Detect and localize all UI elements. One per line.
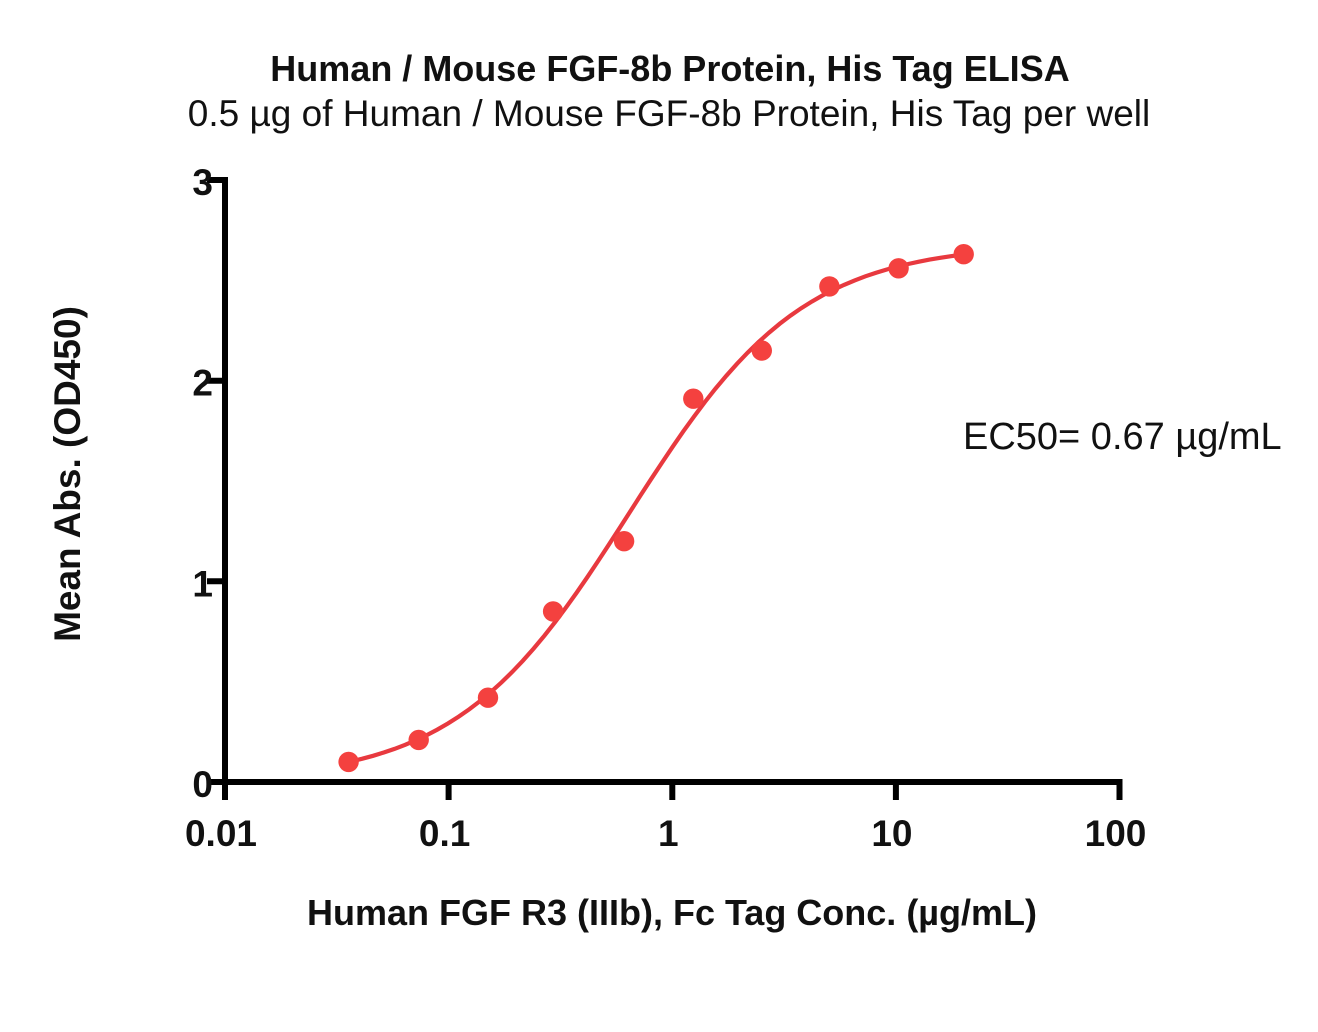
svg-text:100: 100 <box>1085 813 1147 854</box>
svg-text:3: 3 <box>192 162 213 203</box>
svg-text:2: 2 <box>192 363 213 404</box>
svg-text:0: 0 <box>192 764 213 805</box>
svg-text:1: 1 <box>192 563 213 604</box>
svg-text:0.01: 0.01 <box>185 813 257 854</box>
svg-text:10: 10 <box>871 813 912 854</box>
svg-text:1: 1 <box>658 813 679 854</box>
svg-text:0.1: 0.1 <box>419 813 470 854</box>
